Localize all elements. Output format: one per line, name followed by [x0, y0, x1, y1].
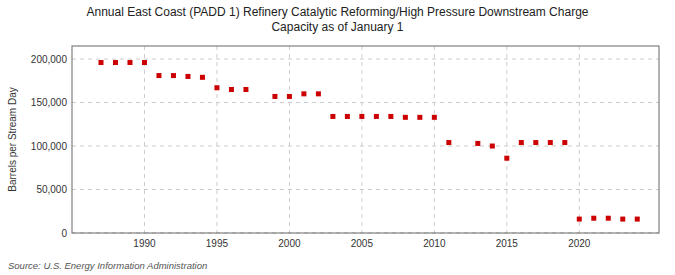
x-tick-label: 1990	[133, 238, 156, 249]
chart: Annual East Coast (PADD 1) Refinery Cata…	[0, 0, 675, 275]
x-tick-label: 2000	[278, 238, 301, 249]
point	[533, 140, 538, 145]
point	[359, 114, 364, 119]
grid-line	[72, 189, 659, 190]
point	[301, 91, 306, 96]
x-tick-label: 1995	[206, 238, 229, 249]
grid-line	[506, 46, 507, 233]
y-axis-label: Barrels per Stream Day	[7, 87, 18, 191]
point	[272, 94, 277, 99]
point	[142, 60, 147, 65]
x-tick-label: 2010	[423, 238, 446, 249]
point	[417, 115, 422, 120]
point	[229, 87, 234, 92]
plot-frame	[72, 46, 659, 233]
point	[432, 115, 437, 120]
point	[635, 217, 640, 222]
point	[345, 114, 350, 119]
grid-line	[72, 102, 659, 103]
x-tick-label: 2015	[496, 238, 519, 249]
point	[243, 87, 248, 92]
y-tick-label: 50,000	[36, 184, 67, 195]
point	[200, 75, 205, 80]
point	[330, 114, 335, 119]
grid-line	[289, 46, 290, 233]
point	[374, 114, 379, 119]
grid-line	[72, 59, 659, 60]
point	[185, 74, 190, 79]
x-tick-label: 2005	[351, 238, 374, 249]
y-tick-label: 200,000	[31, 54, 68, 65]
grid	[72, 46, 659, 233]
point	[316, 91, 321, 96]
grid-line	[72, 146, 659, 147]
points	[98, 60, 639, 222]
point	[214, 85, 219, 90]
grid-line	[144, 46, 145, 233]
point	[519, 140, 524, 145]
grid-line	[434, 46, 435, 233]
point	[287, 94, 292, 99]
point	[156, 73, 161, 78]
y-tick-label: 150,000	[31, 97, 68, 108]
y-tick-label: 100,000	[31, 141, 68, 152]
point	[388, 114, 393, 119]
point	[562, 140, 567, 145]
grid-line	[579, 46, 580, 233]
source-note: Source: U.S. Energy Information Administ…	[8, 260, 207, 271]
x-tick-label: 2020	[568, 238, 591, 249]
y-tick-label: 0	[61, 228, 67, 239]
point	[475, 141, 480, 146]
point	[171, 73, 176, 78]
point	[591, 216, 596, 221]
point	[403, 115, 408, 120]
point	[577, 217, 582, 222]
point	[490, 144, 495, 149]
point	[620, 217, 625, 222]
title: Annual East Coast (PADD 1) Refinery Cata…	[87, 5, 589, 34]
point	[98, 60, 103, 65]
point	[446, 140, 451, 145]
point	[606, 216, 611, 221]
grid-line	[361, 46, 362, 233]
point	[113, 60, 118, 65]
point	[127, 60, 132, 65]
point	[548, 140, 553, 145]
point	[504, 156, 509, 161]
grid-line	[216, 46, 217, 233]
